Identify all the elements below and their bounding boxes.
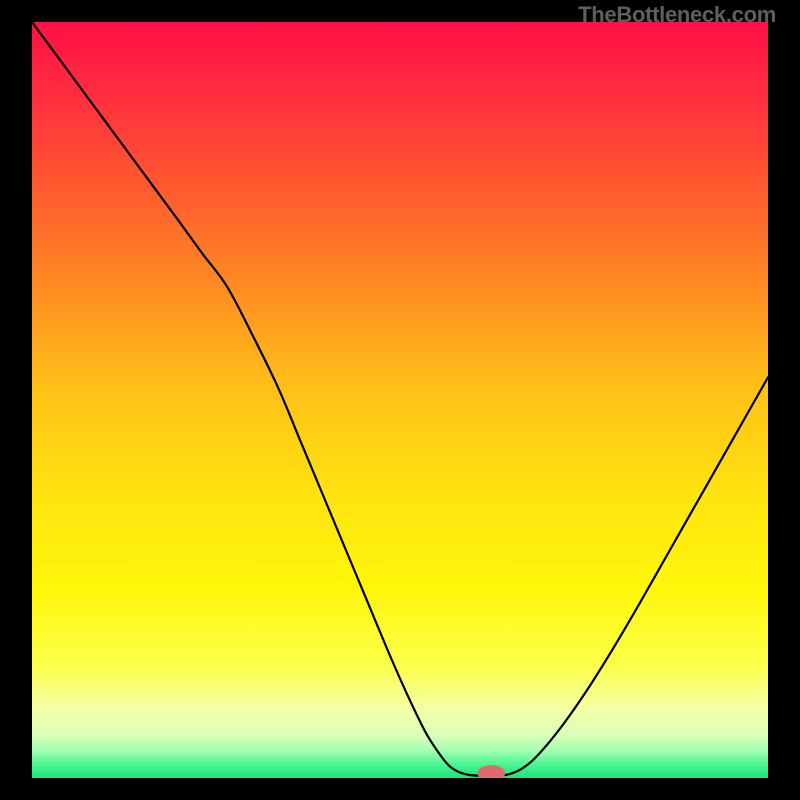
- gradient-rect: [32, 22, 768, 778]
- gradient-plot: [32, 22, 768, 778]
- watermark-text: TheBottleneck.com: [578, 2, 776, 28]
- chart-stage: TheBottleneck.com: [0, 0, 800, 800]
- plot-svg: [32, 22, 768, 778]
